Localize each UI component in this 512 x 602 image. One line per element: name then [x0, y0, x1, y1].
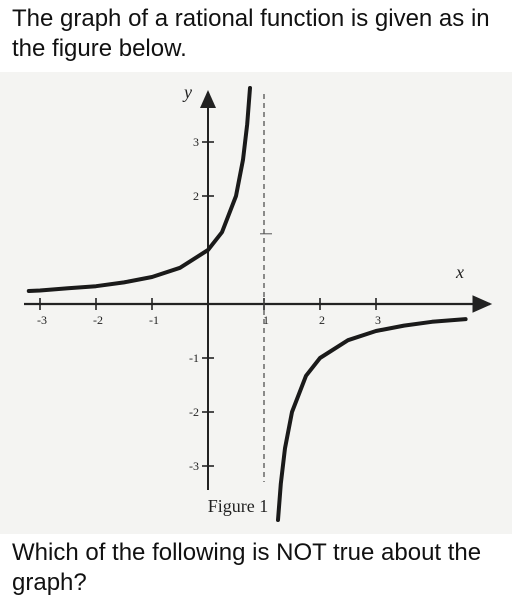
x-axis-label: x	[455, 262, 464, 282]
rational-function-graph: -3 -2 -1 1 2 3 3 2 -1 -2 -3 x y Figure 1	[24, 82, 493, 522]
x-tick-label: -3	[37, 313, 47, 327]
y-tick-label: -1	[189, 351, 199, 365]
asymptotes	[260, 94, 272, 482]
y-tick-label: -3	[189, 459, 199, 473]
graph-figure: -3 -2 -1 1 2 3 3 2 -1 -2 -3 x y Figure 1	[0, 72, 512, 534]
y-tick-label: 3	[193, 135, 199, 149]
x-tick-label: -1	[149, 313, 159, 327]
x-tick-label: -2	[93, 313, 103, 327]
axes	[24, 90, 493, 490]
y-axis-label: y	[182, 82, 192, 102]
axis-labels: -3 -2 -1 1 2 3 3 2 -1 -2 -3 x y	[37, 82, 464, 473]
y-tick-label: 2	[193, 189, 199, 203]
question-intro: The graph of a rational function is give…	[12, 5, 490, 62]
x-tick-label: 1	[263, 313, 269, 327]
question-prompt: Which of the following is NOT true about…	[12, 539, 482, 596]
y-tick-label: -2	[189, 405, 199, 419]
figure-caption: Figure 1	[208, 496, 269, 516]
right-branch-curve	[276, 317, 468, 522]
left-branch-curve	[26, 86, 252, 293]
x-tick-label: 2	[319, 313, 325, 327]
x-tick-label: 3	[375, 313, 381, 327]
curves	[26, 86, 468, 522]
